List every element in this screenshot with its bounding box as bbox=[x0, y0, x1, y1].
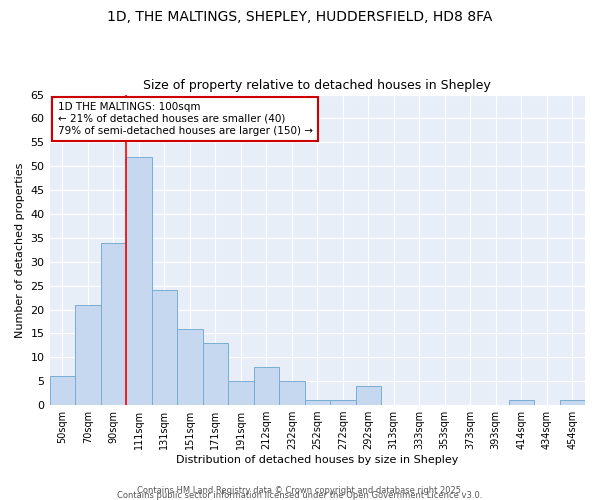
Bar bbox=[152, 290, 177, 405]
Bar bbox=[75, 305, 101, 405]
Bar bbox=[228, 381, 254, 405]
Bar bbox=[560, 400, 585, 405]
Bar bbox=[330, 400, 356, 405]
Text: Contains HM Land Registry data © Crown copyright and database right 2025.: Contains HM Land Registry data © Crown c… bbox=[137, 486, 463, 495]
Bar bbox=[254, 367, 279, 405]
Y-axis label: Number of detached properties: Number of detached properties bbox=[15, 162, 25, 338]
Bar bbox=[279, 381, 305, 405]
Bar bbox=[101, 242, 126, 405]
Bar bbox=[177, 328, 203, 405]
Text: 1D THE MALTINGS: 100sqm
← 21% of detached houses are smaller (40)
79% of semi-de: 1D THE MALTINGS: 100sqm ← 21% of detache… bbox=[58, 102, 313, 136]
X-axis label: Distribution of detached houses by size in Shepley: Distribution of detached houses by size … bbox=[176, 455, 458, 465]
Text: Contains public sector information licensed under the Open Government Licence v3: Contains public sector information licen… bbox=[118, 491, 482, 500]
Text: 1D, THE MALTINGS, SHEPLEY, HUDDERSFIELD, HD8 8FA: 1D, THE MALTINGS, SHEPLEY, HUDDERSFIELD,… bbox=[107, 10, 493, 24]
Bar bbox=[509, 400, 534, 405]
Bar bbox=[203, 343, 228, 405]
Title: Size of property relative to detached houses in Shepley: Size of property relative to detached ho… bbox=[143, 79, 491, 92]
Bar bbox=[50, 376, 75, 405]
Bar bbox=[305, 400, 330, 405]
Bar bbox=[126, 156, 152, 405]
Bar bbox=[356, 386, 381, 405]
